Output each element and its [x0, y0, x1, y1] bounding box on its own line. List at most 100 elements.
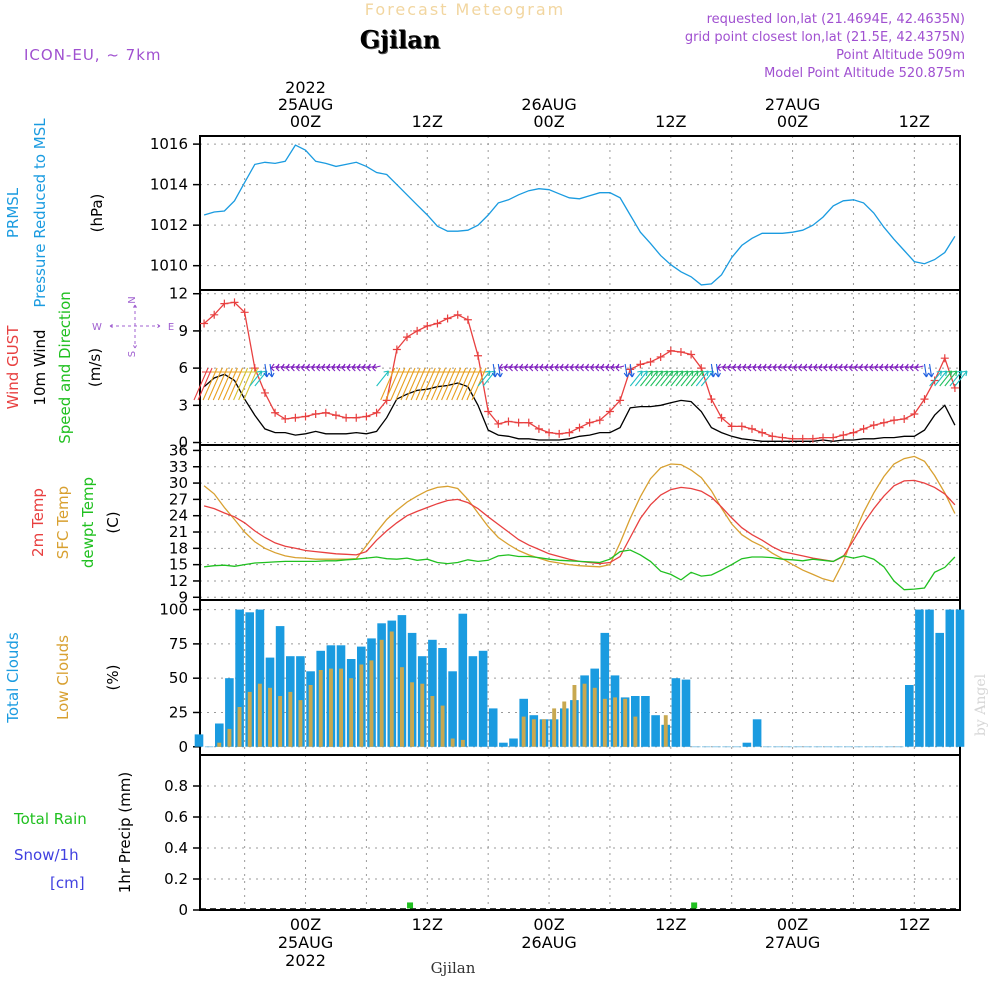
wind-barb — [944, 370, 958, 387]
legend-snow-unit: [cm] — [50, 874, 85, 892]
y-tick-label: 100 — [159, 601, 188, 619]
gust-marker — [331, 411, 340, 420]
low-cloud-bar — [329, 668, 333, 747]
wind-barb — [634, 370, 648, 387]
gust-marker — [788, 434, 797, 443]
low-cloud-bar — [542, 719, 546, 747]
gust-marker — [890, 416, 899, 425]
model-altitude: Model Point Altitude 520.875m — [764, 66, 965, 81]
time-label-bottom: 00Z — [777, 915, 808, 934]
wind-barb — [628, 363, 635, 378]
time-label-bottom: 12Z — [412, 915, 443, 934]
wind-barb — [934, 370, 948, 387]
low-cloud-bar — [420, 683, 425, 747]
total-cloud-bar — [428, 639, 437, 747]
y-tick-label: 0 — [178, 901, 188, 919]
credit-watermark: by Angel — [973, 673, 989, 736]
time-label-bottom: 12Z — [655, 915, 686, 934]
y-tick-label: 75 — [169, 635, 188, 653]
panel-clouds: 0 25 50 75 100 Total Clouds Low Clouds (%) — [4, 599, 965, 756]
2m-temp-line — [203, 479, 956, 565]
compass-n: N — [127, 296, 138, 303]
wind-barb — [263, 363, 270, 378]
wind-barb — [949, 370, 963, 387]
wind-barb — [929, 370, 943, 387]
gust-marker — [859, 424, 868, 433]
gust-marker — [362, 412, 371, 421]
panel-precip: 0 0.2 0.4 0.6 0.8 1hr Precip (mm) — [116, 754, 961, 919]
wind-barb — [623, 363, 630, 378]
y-tick-label: 0.2 — [164, 870, 188, 888]
total-cloud-bar — [488, 708, 498, 747]
gust-marker — [869, 421, 878, 430]
low-cloud-bar — [369, 660, 374, 747]
axis-label: Pressure Reduced to MSL — [31, 118, 49, 308]
y-tick-label: 27 — [169, 490, 188, 508]
wind-barb — [645, 370, 659, 387]
y-tick-label: 24 — [169, 507, 188, 525]
gust-marker — [534, 424, 543, 433]
wind-barb — [372, 363, 381, 372]
gust-marker — [849, 428, 858, 437]
wind-barb — [670, 370, 684, 387]
compass-arrows — [109, 304, 161, 349]
gust-marker — [940, 354, 949, 363]
axis-label: 10m Wind — [31, 329, 49, 405]
total-cloud-bar — [499, 742, 508, 747]
total-cloud-bar — [235, 609, 244, 747]
panel-pressure: 1010 1012 1014 1016 PRMSL Pressure Reduced to… — [4, 118, 961, 308]
axis-label: Low Clouds — [54, 635, 72, 720]
low-cloud-bar — [460, 739, 465, 747]
y-tick-label: 1010 — [150, 257, 188, 275]
y-tick-label: 0.6 — [164, 808, 188, 826]
plot-layer: 1010 1012 1014 1016 PRMSL Pressure Reduced to… — [4, 78, 968, 970]
gust-marker — [737, 422, 746, 431]
axis-label: (m/s) — [86, 348, 104, 387]
total-cloud-bar — [600, 632, 610, 747]
total-cloud-bar — [955, 609, 965, 747]
low-cloud-bar — [318, 670, 323, 747]
total-cloud-bar — [509, 738, 518, 747]
low-cloud-bar — [257, 683, 262, 747]
gust-marker — [311, 410, 320, 418]
gust-marker — [260, 388, 269, 397]
total-cloud-bar — [925, 609, 934, 747]
gust-marker — [200, 319, 209, 328]
y-tick-label: 9 — [178, 588, 188, 606]
panel-frame — [199, 754, 961, 911]
low-cloud-bar — [278, 696, 283, 747]
low-cloud-bar — [602, 698, 607, 747]
total-cloud-bar — [468, 656, 478, 747]
low-cloud-bar — [633, 716, 638, 747]
axis-label: (hPa) — [88, 194, 106, 233]
gust-marker — [605, 407, 614, 416]
time-label-top: 27AUG — [765, 95, 820, 114]
y-tick-label: 0 — [178, 738, 188, 756]
gust-marker — [413, 326, 422, 335]
time-label-top: 12Z — [412, 112, 443, 131]
y-tick-label: 0.8 — [164, 777, 188, 795]
gust-marker — [463, 315, 472, 324]
compass-rose: N W E S — [92, 296, 174, 357]
low-cloud-bar — [440, 705, 445, 747]
gust-marker — [707, 395, 716, 404]
requested-point: requested lon,lat (21.4694E, 42.4635N) — [707, 12, 965, 27]
gust-marker — [433, 319, 442, 328]
y-tick-label: 0.4 — [164, 839, 188, 857]
compass-w: W — [92, 322, 102, 333]
legend-total-rain: Total Rain — [13, 810, 87, 828]
axis-label: Speed and Direction — [56, 291, 74, 444]
wind-barb — [665, 370, 679, 387]
gust-marker — [666, 346, 675, 355]
time-label-bottom: 12Z — [899, 915, 930, 934]
gust-marker — [575, 423, 584, 432]
gust-marker — [321, 408, 330, 417]
wind-barb — [650, 370, 664, 387]
y-tick-label: 18 — [169, 539, 188, 557]
gust-marker — [514, 418, 523, 427]
wind-barb — [660, 370, 674, 387]
low-cloud-bar — [552, 708, 557, 747]
y-tick-label: 9 — [178, 322, 188, 340]
footer-location: Gjilan — [431, 959, 476, 977]
